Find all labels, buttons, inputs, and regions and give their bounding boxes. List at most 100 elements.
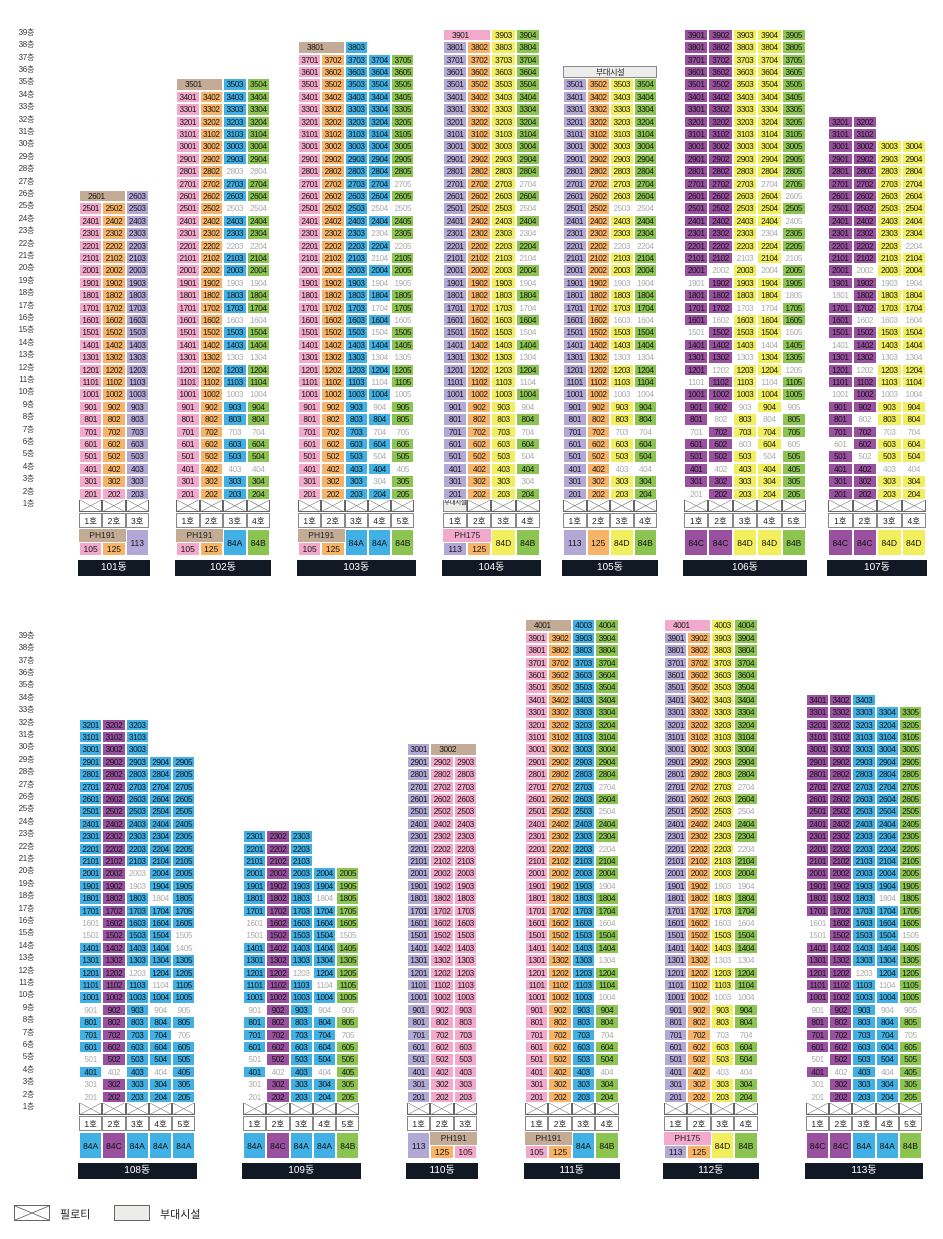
unit-cell[interactable]: 2605: [781, 190, 806, 203]
unit-cell[interactable]: 3301: [298, 103, 322, 116]
unit-cell[interactable]: 2504: [367, 202, 392, 215]
unit-cell[interactable]: 603: [344, 438, 368, 451]
unit-cell[interactable]: 404: [901, 462, 926, 476]
unit-cell[interactable]: 1401: [243, 941, 267, 955]
unit-cell[interactable]: 1802: [852, 289, 877, 302]
unit-cell[interactable]: 1601: [828, 314, 853, 327]
unit-cell[interactable]: 1701: [407, 904, 431, 917]
unit-cell[interactable]: 1105: [391, 376, 415, 389]
unit-cell[interactable]: 1901: [79, 276, 103, 290]
unit-cell[interactable]: 3004: [875, 743, 899, 756]
unit-cell[interactable]: 1801: [664, 892, 688, 905]
unit-cell[interactable]: 1104: [367, 376, 392, 389]
unit-cell[interactable]: 702: [586, 425, 610, 438]
unit-cell[interactable]: 303: [571, 1078, 596, 1091]
unit-cell[interactable]: 2901: [407, 755, 431, 769]
unit-cell[interactable]: 1403: [491, 338, 516, 352]
unit-cell[interactable]: 3002: [321, 140, 345, 153]
unit-cell[interactable]: 1104: [246, 376, 270, 389]
unit-cell[interactable]: 404: [757, 462, 782, 476]
unit-cell[interactable]: 1001: [243, 991, 267, 1004]
unit-cell[interactable]: 601: [828, 438, 853, 451]
unit-cell[interactable]: 1401: [443, 338, 468, 352]
unit-cell[interactable]: 2901: [443, 152, 468, 166]
unit-cell[interactable]: 1104: [734, 979, 758, 992]
unit-cell[interactable]: 2902: [430, 755, 454, 769]
unit-cell[interactable]: 801: [806, 1016, 830, 1029]
unit-cell[interactable]: 902: [467, 400, 492, 414]
unit-cell[interactable]: 2402: [467, 214, 492, 228]
unit-cell[interactable]: 401: [443, 462, 468, 476]
unit-cell[interactable]: 1405: [172, 941, 196, 955]
unit-cell[interactable]: 1002: [467, 388, 492, 401]
unit-cell[interactable]: 1704: [148, 904, 173, 917]
unit-cell[interactable]: 2804: [515, 165, 540, 178]
unit-cell[interactable]: 1301: [443, 351, 468, 364]
unit-cell[interactable]: 2303: [223, 227, 247, 240]
unit-cell[interactable]: 1602: [852, 314, 877, 327]
unit-cell[interactable]: 1205: [391, 363, 415, 376]
unit-cell[interactable]: 2102: [548, 855, 572, 868]
unit-cell[interactable]: 2704: [515, 177, 540, 190]
unit-cell[interactable]: 1504: [633, 326, 657, 339]
unit-cell[interactable]: 3704: [515, 53, 540, 66]
unit-cell[interactable]: 1303: [732, 351, 758, 364]
unit-cell[interactable]: 3402: [829, 693, 853, 707]
unit-cell[interactable]: 1601: [525, 917, 549, 930]
unit-cell[interactable]: 3001: [298, 140, 322, 153]
unit-cell[interactable]: 1701: [243, 904, 267, 917]
unit-cell[interactable]: 2001: [443, 264, 468, 277]
unit-cell[interactable]: 604: [148, 1041, 173, 1054]
unit-cell[interactable]: 604: [595, 1041, 619, 1054]
unit-cell[interactable]: 2804: [633, 165, 657, 178]
unit-cell[interactable]: 1202: [321, 363, 345, 376]
unit-cell[interactable]: 705: [898, 1028, 922, 1041]
unit-cell[interactable]: 401: [79, 462, 103, 476]
unit-cell[interactable]: 603: [877, 438, 902, 451]
unit-cell[interactable]: 3802: [548, 644, 572, 657]
unit-cell[interactable]: 902: [829, 1003, 853, 1017]
unit-cell[interactable]: 1702: [852, 301, 877, 314]
unit-cell[interactable]: 203: [223, 487, 247, 500]
penthouse-unit[interactable]: 3501: [176, 78, 223, 91]
unit-cell[interactable]: 3903: [491, 28, 516, 42]
unit-cell[interactable]: 1404: [367, 338, 392, 352]
unit-cell[interactable]: 701: [407, 1028, 431, 1041]
unit-cell[interactable]: 2002: [199, 264, 223, 277]
unit-cell[interactable]: 603: [491, 438, 516, 451]
unit-cell[interactable]: 301: [806, 1078, 830, 1091]
unit-cell[interactable]: 2204: [901, 239, 926, 252]
unit-cell[interactable]: 1501: [407, 929, 431, 942]
unit-cell[interactable]: 501: [684, 450, 709, 463]
unit-cell[interactable]: 3101: [176, 128, 200, 141]
unit-cell[interactable]: 1102: [548, 979, 572, 992]
unit-cell[interactable]: 3002: [687, 743, 711, 756]
unit-cell[interactable]: 501: [664, 1053, 688, 1066]
unit-cell[interactable]: 801: [243, 1016, 267, 1029]
unit-cell[interactable]: 1101: [407, 979, 431, 992]
unit-cell[interactable]: 2502: [852, 202, 877, 215]
unit-cell[interactable]: 1501: [806, 929, 830, 942]
unit-cell[interactable]: 1501: [443, 326, 468, 339]
unit-cell[interactable]: 503: [491, 450, 516, 463]
unit-cell[interactable]: 3203: [732, 115, 758, 128]
unit-cell[interactable]: 1901: [176, 276, 200, 290]
unit-cell[interactable]: 2801: [407, 768, 431, 781]
unit-cell[interactable]: 404: [633, 462, 657, 476]
unit-cell[interactable]: 1303: [852, 954, 876, 967]
unit-cell[interactable]: 2301: [79, 227, 103, 240]
unit-cell[interactable]: 2304: [633, 227, 657, 240]
unit-cell[interactable]: 1203: [125, 966, 149, 979]
unit-cell[interactable]: 3404: [633, 90, 657, 104]
unit-cell[interactable]: 3003: [344, 140, 368, 153]
unit-cell[interactable]: 903: [877, 400, 902, 414]
unit-cell[interactable]: 603: [453, 1041, 478, 1054]
unit-cell[interactable]: 2005: [898, 867, 922, 880]
unit-cell[interactable]: 603: [571, 1041, 596, 1054]
unit-cell[interactable]: 804: [246, 413, 270, 426]
unit-cell[interactable]: 1404: [757, 338, 782, 352]
unit-cell[interactable]: 2602: [829, 793, 853, 806]
unit-cell[interactable]: 304: [875, 1078, 899, 1091]
unit-cell[interactable]: 701: [806, 1028, 830, 1041]
unit-cell[interactable]: 2103: [732, 252, 758, 265]
